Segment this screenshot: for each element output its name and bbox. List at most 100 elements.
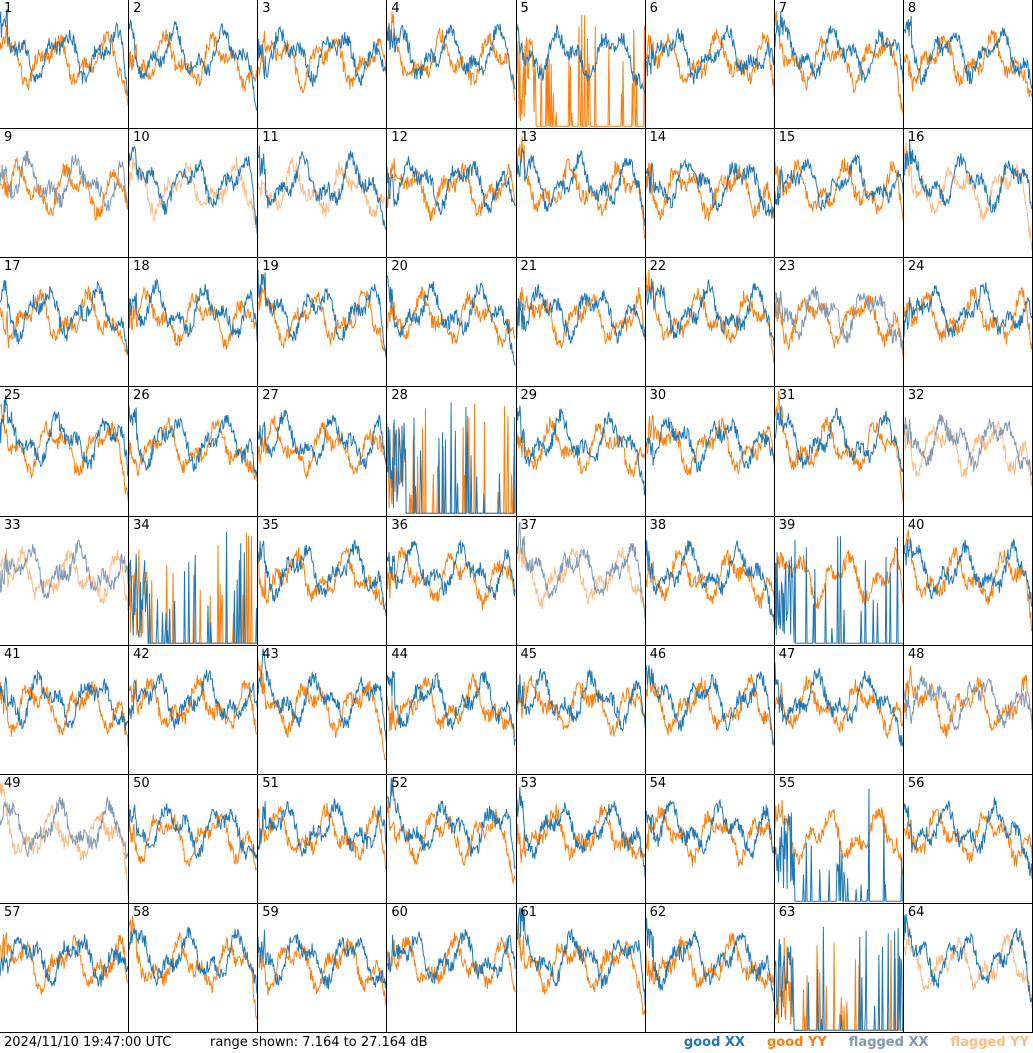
tile-label: 25 bbox=[4, 388, 21, 404]
series-xx-tile-11 bbox=[258, 145, 387, 231]
tile-label: 8 bbox=[907, 1, 917, 16]
tile-21: 21 bbox=[516, 258, 646, 388]
tile-label: 59 bbox=[262, 904, 279, 920]
tile-label: 42 bbox=[133, 646, 150, 662]
tile-9-plot bbox=[0, 150, 129, 221]
timestamp: 2024/11/10 19:47:00 UTC bbox=[4, 1035, 172, 1050]
tile-44-plot bbox=[387, 670, 516, 745]
tile-64: 64 bbox=[903, 903, 1033, 1033]
tile-31: 31 bbox=[774, 387, 904, 517]
series-yy-tile-29 bbox=[516, 417, 645, 479]
tile-label: 24 bbox=[907, 259, 925, 275]
series-xx-tile-61 bbox=[516, 907, 645, 1006]
series-yy-tile-22 bbox=[645, 269, 774, 365]
series-yy-tile-38 bbox=[645, 549, 774, 609]
series-xx-tile-32 bbox=[903, 414, 1032, 478]
tile-56-plot bbox=[903, 797, 1032, 879]
tile-27: 27 bbox=[258, 387, 388, 517]
tile-label: 31 bbox=[778, 388, 796, 404]
tile-21-plot bbox=[516, 284, 645, 350]
tile-6: 6 bbox=[645, 0, 775, 130]
series-yy-tile-13 bbox=[516, 136, 645, 240]
series-yy-tile-20 bbox=[387, 286, 516, 349]
tile-30-plot bbox=[645, 414, 774, 477]
series-yy-tile-17 bbox=[0, 286, 129, 356]
series-yy-tile-59 bbox=[258, 938, 387, 1006]
tile-34: 34 bbox=[129, 516, 259, 646]
series-xx-tile-62 bbox=[645, 917, 774, 1001]
tile-40: 40 bbox=[903, 516, 1033, 646]
tile-19: 19 bbox=[258, 258, 388, 388]
series-xx-tile-28 bbox=[387, 402, 516, 515]
series-yy-tile-16 bbox=[903, 142, 1032, 251]
series-yy-tile-46 bbox=[645, 670, 774, 747]
series-xx-tile-17 bbox=[0, 280, 129, 354]
tile-20: 20 bbox=[387, 258, 517, 388]
tile-11: 11 bbox=[258, 129, 388, 259]
tile-30: 30 bbox=[645, 387, 775, 517]
series-yy-tile-26 bbox=[129, 417, 258, 482]
tile-64-plot bbox=[903, 913, 1032, 1009]
tile-51-plot bbox=[258, 798, 387, 871]
tile-29: 29 bbox=[516, 387, 646, 517]
tile-label: 61 bbox=[520, 904, 538, 920]
series-yy-tile-39 bbox=[774, 546, 903, 609]
tile-label: 2 bbox=[133, 1, 142, 16]
tile-label: 33 bbox=[4, 517, 21, 533]
series-xx-tile-3 bbox=[258, 25, 387, 87]
tile-47-plot bbox=[774, 662, 903, 747]
tile-5-plot bbox=[516, 14, 645, 127]
tile-42-plot bbox=[129, 669, 258, 735]
series-xx-tile-63 bbox=[774, 926, 903, 1031]
series-yy-tile-58 bbox=[129, 915, 258, 1020]
tile-52: 52 bbox=[387, 774, 517, 904]
tile-label: 57 bbox=[4, 904, 21, 920]
series-xx-tile-39 bbox=[774, 535, 903, 644]
series-xx-tile-53 bbox=[516, 786, 645, 878]
series-xx-tile-41 bbox=[0, 669, 129, 731]
series-yy-tile-37 bbox=[516, 541, 645, 610]
series-xx-tile-8 bbox=[903, 15, 1032, 89]
tile-35-plot bbox=[258, 538, 387, 616]
tile-10-plot bbox=[129, 146, 258, 235]
tile-3-plot bbox=[258, 25, 387, 94]
series-xx-tile-26 bbox=[129, 406, 258, 477]
tile-label: 19 bbox=[262, 259, 279, 275]
tile-2: 2 bbox=[129, 0, 259, 130]
tile-12: 12 bbox=[387, 129, 517, 259]
tile-8: 8 bbox=[903, 0, 1033, 130]
series-xx-tile-12 bbox=[387, 156, 516, 216]
tile-7-plot bbox=[774, 10, 903, 114]
series-xx-tile-13 bbox=[516, 148, 645, 227]
tile-34-plot bbox=[129, 531, 258, 644]
series-xx-tile-52 bbox=[387, 777, 516, 869]
tile-38-plot bbox=[645, 539, 774, 623]
tile-46: 46 bbox=[645, 645, 775, 775]
tile-label: 26 bbox=[133, 388, 150, 404]
tile-label: 60 bbox=[391, 904, 408, 920]
tile-2-plot bbox=[129, 18, 258, 111]
tile-label: 53 bbox=[520, 775, 538, 791]
series-xx-tile-31 bbox=[774, 407, 903, 473]
tile-label: 63 bbox=[778, 904, 796, 920]
tile-55-plot bbox=[774, 788, 903, 902]
tile-label: 40 bbox=[907, 517, 925, 533]
series-yy-tile-2 bbox=[129, 28, 258, 92]
series-xx-tile-36 bbox=[387, 539, 516, 600]
tile-15: 15 bbox=[774, 129, 904, 259]
tile-19-plot bbox=[258, 270, 387, 358]
tile-15-plot bbox=[774, 154, 903, 221]
tile-17: 17 bbox=[0, 258, 130, 388]
tile-45-plot bbox=[516, 667, 645, 737]
tile-49: 49 bbox=[0, 774, 130, 904]
tile-23: 23 bbox=[774, 258, 904, 388]
series-yy-tile-49 bbox=[0, 781, 129, 896]
series-xx-tile-55 bbox=[774, 788, 903, 902]
series-xx-tile-29 bbox=[516, 406, 645, 496]
tile-label: 5 bbox=[520, 1, 529, 16]
tile-6-plot bbox=[645, 24, 774, 98]
tile-20-plot bbox=[387, 275, 516, 367]
tile-48: 48 bbox=[903, 645, 1033, 775]
tile-35: 35 bbox=[258, 516, 388, 646]
series-xx-tile-27 bbox=[258, 410, 387, 470]
